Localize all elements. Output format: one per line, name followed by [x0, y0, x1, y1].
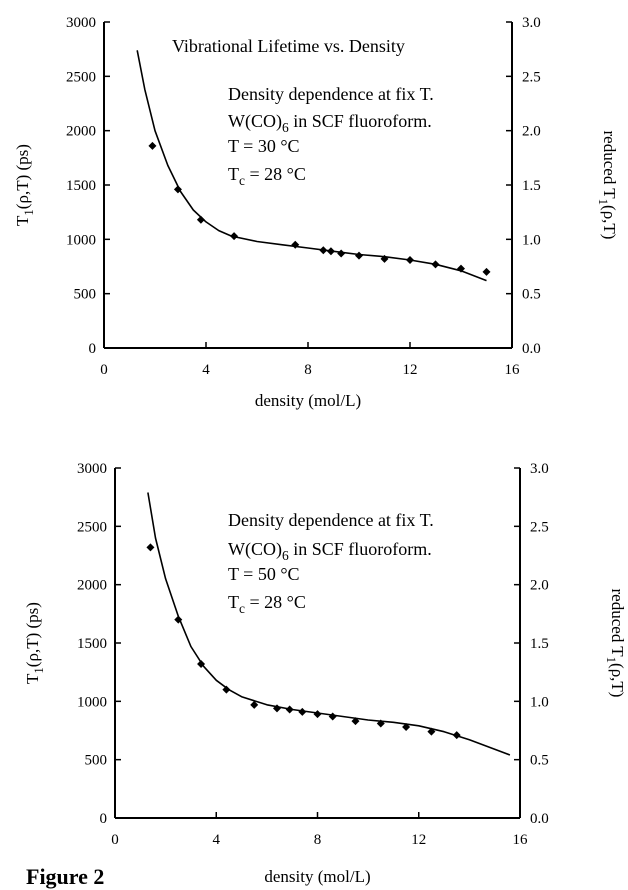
y-tick-label: 1000 [77, 694, 107, 710]
annotation-line: Tc = 28 °C [228, 164, 306, 188]
chart-bottom: 0 4 8 12 16 0 500 1000 1500 2000 2500 3000 0.0 0.5 1.0… [23, 461, 627, 886]
y2-tick-label: 0.0 [522, 341, 541, 357]
y2-tick-label: 2.0 [530, 578, 549, 594]
y2-axis-title: reduced T1(ρ,T) [596, 131, 619, 240]
chart-title: Vibrational Lifetime vs. Density [172, 36, 405, 56]
y-tick-label: 2500 [66, 69, 96, 85]
x-tick-label: 8 [314, 832, 322, 848]
y-tick-label: 3000 [77, 461, 107, 477]
fit-curve [147, 492, 511, 756]
figure-label: Figure 2 [26, 864, 104, 889]
y2-tick-label: 2.0 [522, 124, 541, 140]
y2-tick-label: 0.0 [530, 811, 549, 827]
x-tick-label: 4 [202, 362, 210, 378]
y2-tick-label: 1.0 [530, 694, 549, 710]
y2-tick-label: 2.5 [530, 519, 549, 535]
data-point [196, 215, 205, 224]
x-axis-title: density (mol/L) [255, 391, 361, 410]
y2-tick-label: 1.5 [530, 636, 549, 652]
x-tick-label: 16 [513, 832, 529, 848]
x-tick-label: 0 [111, 832, 119, 848]
annotation-line: Density dependence at fix T. [228, 510, 434, 530]
y2-tick-label: 3.0 [530, 461, 549, 477]
y-tick-label: 500 [74, 287, 97, 303]
annotation-line: T = 30 °C [228, 136, 300, 156]
y-tick-label: 1000 [66, 232, 96, 248]
y-tick-label: 2500 [77, 519, 107, 535]
y2-tick-label: 1.0 [522, 232, 541, 248]
x-axis-title: density (mol/L) [264, 867, 370, 886]
y2-tick-label: 1.5 [522, 178, 541, 194]
x-tick-label: 12 [411, 832, 426, 848]
annotation-line: T = 50 °C [228, 564, 300, 584]
y-tick-label: 1500 [77, 636, 107, 652]
y2-tick-label: 2.5 [522, 69, 541, 85]
data-point [250, 700, 259, 709]
data-point [148, 141, 157, 150]
annotation-line: W(CO)6 in SCF fluoroform. [228, 111, 432, 135]
y2-axis-title: reduced T1(ρ,T) [604, 589, 627, 698]
y-tick-label: 2000 [66, 124, 96, 140]
y-axis-title: T1(ρ,T) (ps) [23, 602, 46, 684]
fit-curve [136, 50, 487, 282]
y-tick-label: 2000 [77, 578, 107, 594]
y-tick-label: 1500 [66, 178, 96, 194]
x-tick-label: 0 [100, 362, 108, 378]
y-tick-label: 0 [100, 811, 108, 827]
data-point [337, 249, 346, 258]
y2-tick-label: 0.5 [522, 287, 541, 303]
chart-top: 0 4 8 12 16 0 500 1000 1500 2000 2500 3000 0.0 0.5 1.0… [13, 15, 619, 410]
data-point [222, 685, 231, 694]
data-point [291, 240, 300, 249]
x-tick-label: 8 [304, 362, 312, 378]
data-point [482, 267, 491, 276]
x-tick-label: 16 [505, 362, 521, 378]
data-point [328, 712, 337, 721]
y-tick-label: 0 [89, 341, 97, 357]
y-tick-label: 3000 [66, 15, 96, 31]
annotation-line: Density dependence at fix T. [228, 84, 434, 104]
y-tick-label: 500 [85, 753, 108, 769]
x-tick-label: 12 [403, 362, 418, 378]
annotation-line: Tc = 28 °C [228, 592, 306, 616]
y2-tick-label: 0.5 [530, 753, 549, 769]
y2-tick-label: 3.0 [522, 15, 541, 31]
annotation-line: W(CO)6 in SCF fluoroform. [228, 539, 432, 563]
data-point [146, 543, 155, 552]
data-point [355, 251, 363, 260]
y-axis-title: T1(ρ,T) (ps) [13, 144, 36, 226]
x-tick-label: 4 [213, 832, 221, 848]
